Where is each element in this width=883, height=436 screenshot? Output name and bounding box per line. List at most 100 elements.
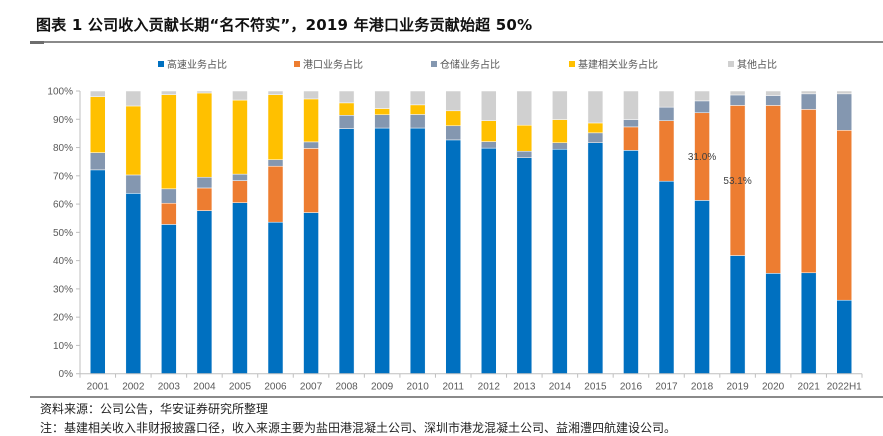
y-tick-label: 90% [53, 115, 73, 126]
bar-segment [303, 90, 319, 100]
bar-segment [445, 90, 461, 112]
bar-segment [552, 148, 568, 374]
x-tick-label: 2009 [371, 382, 394, 393]
title-divider-accent [30, 41, 44, 44]
legend-label: 其他占比 [737, 58, 777, 71]
y-tick-label: 20% [53, 313, 73, 324]
x-tick-label: 2003 [158, 382, 181, 393]
bar-stack [267, 90, 284, 374]
data-label: 53.1% [723, 176, 751, 187]
bar-segment [374, 108, 390, 115]
bar-segment [729, 90, 746, 96]
bar-stack [587, 90, 604, 374]
bar-segment [516, 150, 533, 158]
bar-stack [658, 90, 675, 374]
bar-segment [409, 127, 426, 374]
bar-segment [623, 90, 639, 120]
x-tick-label: 2020 [762, 382, 785, 393]
bar-segment [552, 142, 568, 150]
x-tick-label: 2012 [478, 382, 501, 393]
bar-segment [409, 90, 426, 106]
legend-label: 港口业务占比 [303, 58, 363, 71]
bar-segment [765, 90, 781, 96]
legend-item: 高速业务占比 [158, 58, 227, 71]
legend-item: 港口业务占比 [294, 58, 363, 71]
bar-segment [800, 93, 817, 110]
bar-segment [481, 147, 497, 374]
legend-label: 基建相关业务占比 [578, 58, 658, 71]
bar-segment [196, 176, 213, 189]
bar-stack [800, 90, 817, 374]
bar-stack [552, 90, 568, 374]
bar-segment [481, 120, 497, 142]
bar-stack [232, 90, 248, 374]
y-tick-label: 30% [53, 284, 73, 295]
bar-segment [267, 221, 284, 374]
bar-segment [800, 272, 817, 374]
bar-stack [481, 90, 497, 374]
bar-segment [623, 119, 639, 128]
legend-item: 其他占比 [728, 58, 777, 71]
bar-segment [516, 90, 533, 126]
y-tick-label: 70% [53, 171, 73, 182]
bar-stack [836, 90, 852, 374]
footer-divider [30, 396, 883, 398]
x-axis: 2001 2002 2003 2004 2005 2006 2007 2008 2009 2010… [79, 373, 863, 393]
bar-segment [267, 165, 284, 223]
x-tick-label: 2021 [798, 382, 821, 393]
bar-segment [303, 98, 319, 143]
x-tick-label: 2016 [620, 382, 643, 393]
bar-segment [836, 93, 852, 131]
bar-segment [338, 128, 355, 374]
bar-stack [303, 90, 319, 374]
bar-segment [445, 125, 461, 141]
bar-segment [658, 90, 675, 108]
bar-segment [90, 96, 106, 153]
bar-segment [694, 100, 710, 114]
data-labels: 31.0% 53.1% [688, 152, 752, 187]
bar-stack [161, 90, 177, 374]
bar-segment [836, 130, 852, 301]
bar-segment [196, 187, 213, 211]
bar-segment [374, 114, 390, 129]
bar-segment [196, 90, 213, 94]
bar-segment [232, 99, 248, 175]
legend-item: 基建相关业务占比 [569, 58, 658, 71]
x-tick-label: 2013 [513, 382, 536, 393]
bar-stack [374, 90, 390, 374]
legend-label: 高速业务占比 [167, 58, 227, 71]
bar-segment [587, 132, 604, 143]
bar-segment [658, 180, 675, 374]
x-tick-label: 2015 [584, 382, 607, 393]
bar-segment [303, 212, 319, 374]
bar-segment [232, 173, 248, 181]
bar-segment [196, 210, 213, 374]
data-label: 31.0% [688, 152, 716, 163]
x-tick-label: 2001 [87, 382, 110, 393]
bar-segment [125, 174, 142, 194]
bar-stack [338, 90, 355, 374]
bar-segment [374, 90, 390, 109]
bar-segment [267, 94, 284, 160]
legend-swatch [431, 61, 437, 67]
bar-segment [481, 90, 497, 121]
bar-series [90, 90, 852, 374]
bar-segment [125, 90, 142, 107]
bar-segment [445, 110, 461, 127]
bar-segment [516, 157, 533, 374]
bar-segment [836, 90, 852, 95]
bar-stack [765, 90, 781, 374]
bar-segment [445, 139, 461, 374]
footnote: 注：基建相关收入非财报披露口径，收入来源主要为盐田港混凝土公司、深圳市港龙混凝土… [40, 421, 677, 435]
bar-segment [481, 141, 497, 149]
bar-segment [161, 224, 177, 374]
chart-legend: 高速业务占比 港口业务占比 仓储业务占比 基建相关业务占比 其他占比 [158, 58, 777, 71]
bar-stack [623, 90, 639, 374]
bar-segment [623, 150, 639, 374]
bar-segment [729, 94, 746, 106]
x-tick-label: 2017 [655, 382, 678, 393]
x-tick-label: 2002 [122, 382, 145, 393]
x-tick-label: 2010 [407, 382, 430, 393]
y-tick-label: 50% [53, 228, 73, 239]
bar-segment [836, 299, 852, 374]
